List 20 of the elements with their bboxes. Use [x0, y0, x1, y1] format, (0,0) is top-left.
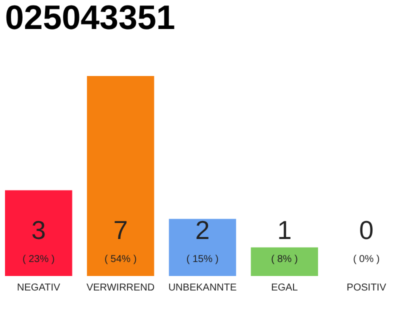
bar — [250, 247, 318, 276]
annotation: ( 8% ) — [271, 254, 298, 265]
annotation: ( 0% ) — [353, 254, 380, 265]
data-label: 3 — [31, 215, 46, 245]
x-tick-label: EGAL — [271, 282, 298, 294]
x-tick-label: NEGATIV — [17, 282, 61, 294]
bar — [5, 190, 72, 276]
annotation: ( 15% ) — [186, 254, 219, 265]
annotation: ( 54% ) — [104, 254, 137, 265]
annotation: ( 23% ) — [22, 254, 55, 265]
x-tick-label: POSITIV — [346, 282, 386, 294]
bar — [168, 218, 236, 276]
chart-title: 025043351 — [5, 0, 176, 37]
data-label: 1 — [277, 215, 292, 245]
bar — [86, 76, 154, 276]
data-label: 7 — [113, 215, 128, 245]
x-tick-label: UNBEKANNTE — [168, 282, 237, 294]
data-label: 2 — [195, 215, 210, 245]
x-tick-label: VERWIRREND — [86, 282, 155, 294]
data-label: 0 — [359, 215, 374, 245]
